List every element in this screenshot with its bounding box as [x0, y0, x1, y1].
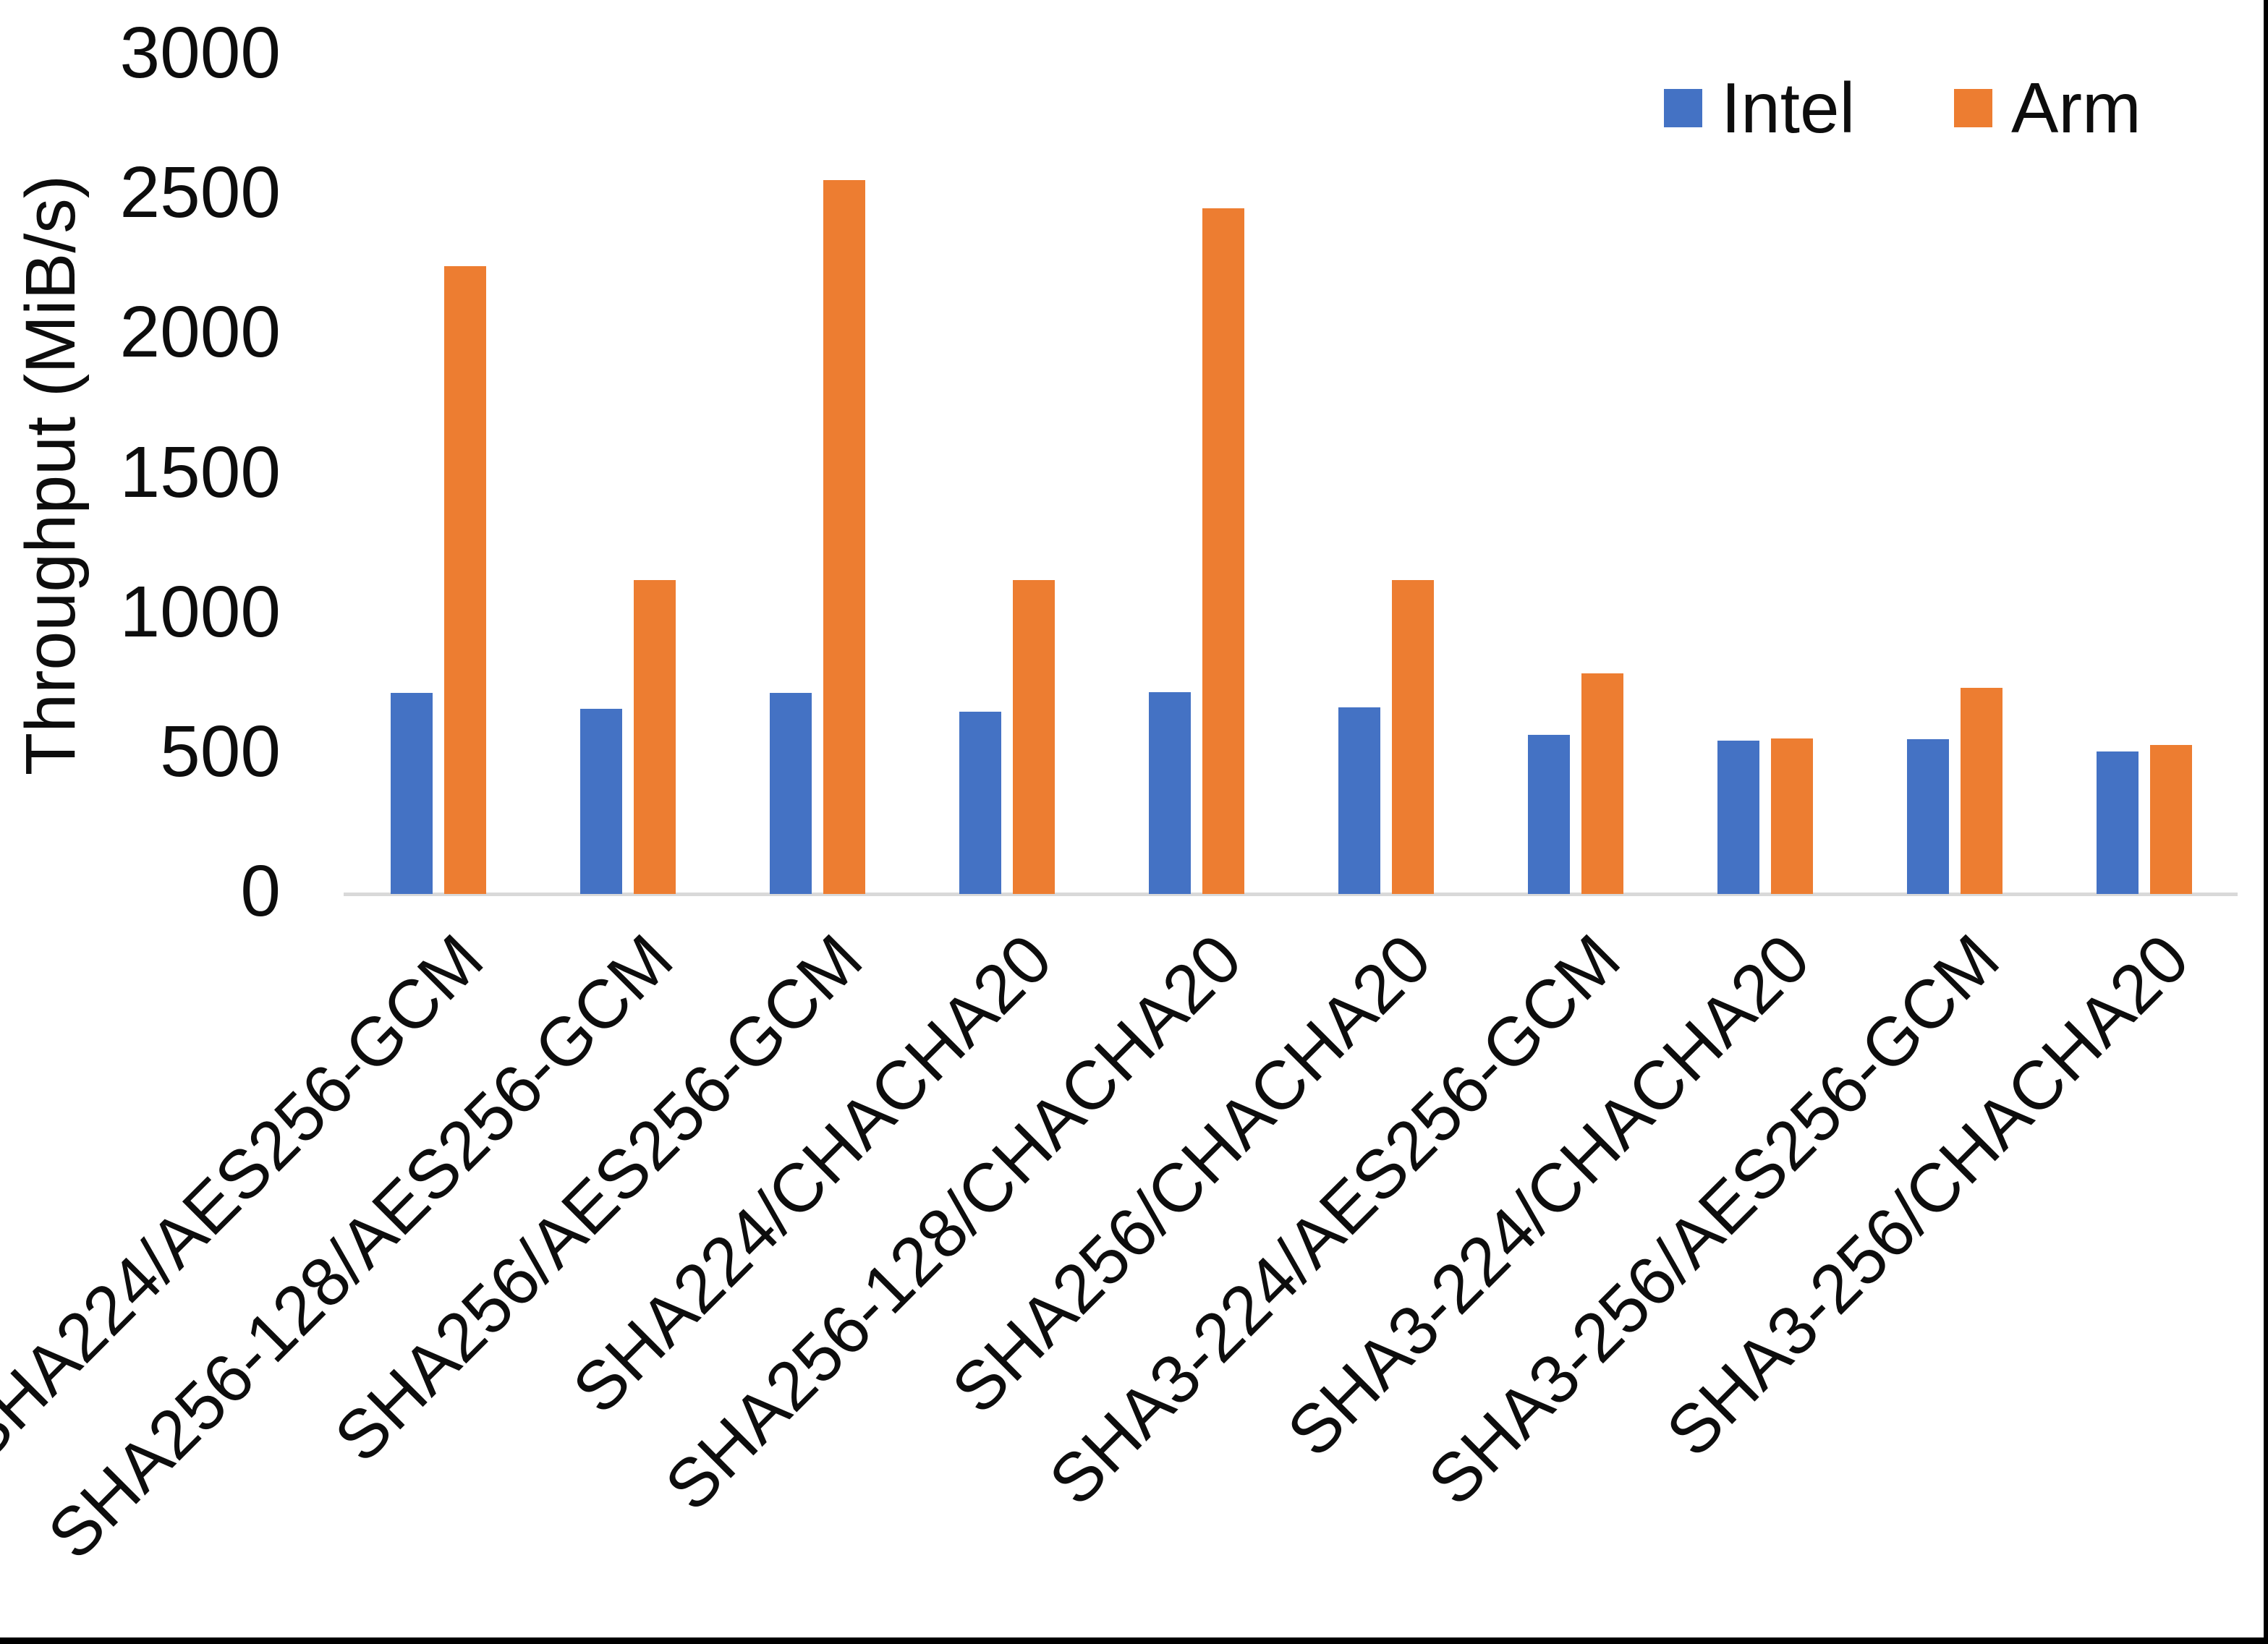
- bar-intel-9: [2097, 751, 2139, 894]
- bar-arm-0: [444, 266, 486, 894]
- bar-arm-7: [1771, 738, 1813, 894]
- legend-label-intel: Intel: [1721, 68, 1856, 148]
- y-tick-label-3000: 3000: [119, 12, 281, 94]
- frame-right-edge: [2264, 0, 2268, 1644]
- legend-label-arm: Arm: [2011, 68, 2141, 148]
- y-tick-label-2500: 2500: [119, 152, 281, 234]
- bar-intel-4: [1149, 692, 1191, 894]
- bar-intel-0: [391, 693, 433, 894]
- x-axis-line: [344, 893, 2238, 896]
- bar-arm-5: [1392, 580, 1434, 894]
- legend-item-intel: Intel: [1664, 68, 1856, 148]
- bar-arm-4: [1202, 208, 1244, 894]
- y-tick-label-0: 0: [240, 851, 281, 932]
- bar-intel-1: [580, 709, 622, 894]
- bar-intel-6: [1528, 735, 1570, 894]
- legend-swatch-intel: [1664, 89, 1702, 127]
- legend-item-arm: Arm: [1954, 68, 2141, 148]
- frame-bottom-edge: [0, 1637, 2268, 1644]
- y-tick-label-500: 500: [160, 710, 281, 792]
- y-tick-label-2000: 2000: [119, 291, 281, 373]
- bar-arm-8: [1961, 688, 2002, 894]
- bar-intel-3: [959, 712, 1001, 894]
- bar-intel-5: [1338, 707, 1380, 894]
- y-tick-label-1000: 1000: [119, 571, 281, 652]
- bar-intel-7: [1717, 741, 1759, 894]
- bar-arm-3: [1013, 580, 1055, 894]
- bar-intel-8: [1907, 739, 1949, 894]
- y-tick-label-1500: 1500: [119, 431, 281, 513]
- bar-arm-1: [634, 580, 676, 894]
- bar-intel-2: [770, 693, 812, 894]
- legend-swatch-arm: [1954, 89, 1992, 127]
- bar-arm-2: [823, 180, 865, 894]
- bar-arm-9: [2150, 745, 2192, 894]
- bar-arm-6: [1581, 673, 1623, 894]
